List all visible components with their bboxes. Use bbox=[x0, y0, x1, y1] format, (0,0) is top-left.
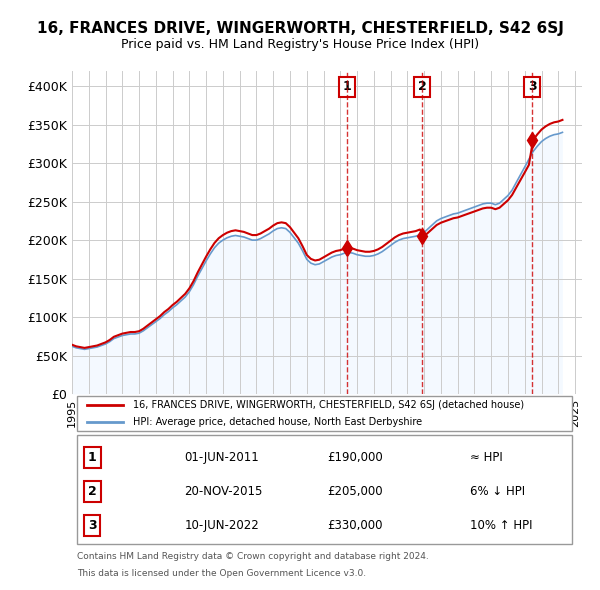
Text: 3: 3 bbox=[88, 519, 97, 532]
FancyBboxPatch shape bbox=[77, 396, 572, 431]
Text: Price paid vs. HM Land Registry's House Price Index (HPI): Price paid vs. HM Land Registry's House … bbox=[121, 38, 479, 51]
FancyBboxPatch shape bbox=[77, 435, 572, 543]
Text: 20-NOV-2015: 20-NOV-2015 bbox=[184, 485, 263, 498]
Text: Contains HM Land Registry data © Crown copyright and database right 2024.: Contains HM Land Registry data © Crown c… bbox=[77, 552, 429, 561]
Text: 16, FRANCES DRIVE, WINGERWORTH, CHESTERFIELD, S42 6SJ: 16, FRANCES DRIVE, WINGERWORTH, CHESTERF… bbox=[37, 21, 563, 35]
Text: 10% ↑ HPI: 10% ↑ HPI bbox=[470, 519, 532, 532]
Text: This data is licensed under the Open Government Licence v3.0.: This data is licensed under the Open Gov… bbox=[77, 569, 366, 578]
Text: 6% ↓ HPI: 6% ↓ HPI bbox=[470, 485, 525, 498]
Text: £330,000: £330,000 bbox=[327, 519, 383, 532]
Text: 1: 1 bbox=[343, 80, 352, 93]
Text: 16, FRANCES DRIVE, WINGERWORTH, CHESTERFIELD, S42 6SJ (detached house): 16, FRANCES DRIVE, WINGERWORTH, CHESTERF… bbox=[133, 400, 524, 410]
Text: 1: 1 bbox=[88, 451, 97, 464]
Text: 2: 2 bbox=[418, 80, 427, 93]
Text: 01-JUN-2011: 01-JUN-2011 bbox=[184, 451, 259, 464]
Text: 2: 2 bbox=[88, 485, 97, 498]
Text: ≈ HPI: ≈ HPI bbox=[470, 451, 503, 464]
Text: £205,000: £205,000 bbox=[327, 485, 383, 498]
Text: HPI: Average price, detached house, North East Derbyshire: HPI: Average price, detached house, Nort… bbox=[133, 417, 422, 427]
Text: £190,000: £190,000 bbox=[327, 451, 383, 464]
Text: 3: 3 bbox=[528, 80, 536, 93]
Text: 10-JUN-2022: 10-JUN-2022 bbox=[184, 519, 259, 532]
